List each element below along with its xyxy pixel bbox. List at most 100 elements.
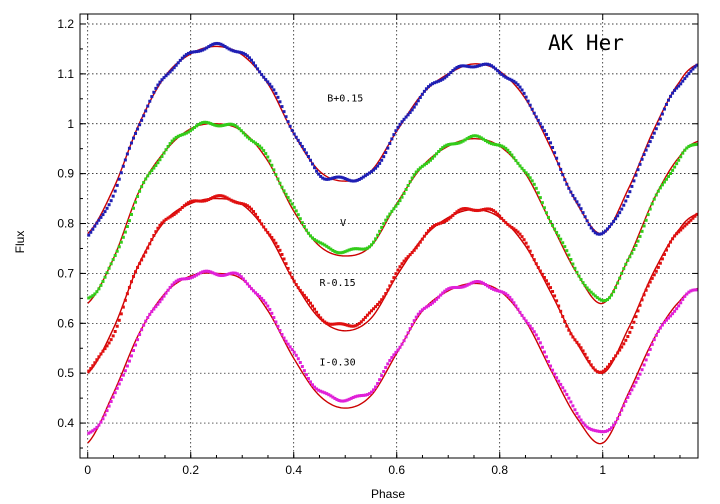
observed-point	[538, 269, 542, 273]
observed-point	[640, 229, 644, 233]
observed-point	[357, 394, 361, 398]
observed-point	[443, 144, 447, 148]
observed-point	[231, 199, 235, 203]
observed-point	[445, 143, 449, 147]
observed-point	[357, 247, 361, 251]
observed-point	[656, 265, 660, 269]
observed-point	[439, 147, 443, 151]
observed-point	[512, 227, 516, 231]
observed-point	[490, 286, 494, 290]
y-tick-label: 0.6	[57, 316, 74, 330]
observed-point	[231, 49, 235, 53]
observed-point	[97, 218, 101, 222]
observed-point	[695, 142, 699, 146]
observed-point	[280, 105, 284, 109]
observed-point	[628, 255, 632, 259]
observed-point	[400, 195, 404, 199]
observed-point	[467, 207, 471, 211]
observed-point	[422, 89, 426, 93]
observed-point	[408, 327, 412, 331]
observed-point	[608, 225, 612, 229]
y-tick-label: 0.5	[57, 366, 74, 380]
observed-point	[398, 265, 402, 269]
observed-point	[559, 167, 563, 171]
observed-point	[475, 209, 479, 213]
observed-point	[553, 227, 557, 231]
observed-point	[113, 253, 117, 257]
observed-point	[298, 141, 302, 145]
observed-point	[483, 207, 487, 211]
observed-point	[274, 241, 278, 245]
observed-point	[311, 236, 315, 240]
observed-point	[581, 349, 585, 353]
observed-point	[311, 383, 315, 387]
observed-point	[630, 184, 634, 188]
observed-point	[138, 123, 142, 127]
observed-point	[99, 215, 103, 219]
observed-point	[296, 286, 300, 290]
observed-point	[603, 299, 607, 303]
observed-point	[237, 127, 241, 131]
observed-point	[186, 51, 190, 55]
observed-point	[483, 62, 487, 66]
observed-point	[331, 322, 335, 326]
observed-point	[549, 141, 553, 145]
observed-point	[481, 208, 485, 212]
observed-point	[132, 274, 135, 278]
observed-point	[575, 340, 579, 344]
observed-point	[168, 70, 172, 74]
observed-point	[89, 367, 93, 371]
observed-point	[599, 430, 603, 434]
observed-point	[654, 193, 658, 197]
y-tick-label: 1	[67, 117, 74, 131]
observed-point	[652, 338, 656, 342]
observed-point	[227, 122, 231, 126]
observed-point	[475, 64, 479, 68]
observed-point	[386, 288, 390, 292]
observed-point	[221, 194, 225, 198]
observed-point	[372, 388, 376, 392]
observed-point	[300, 221, 304, 225]
observed-point	[435, 152, 439, 156]
observed-point	[500, 290, 504, 294]
observed-point	[258, 219, 262, 223]
observed-point	[406, 184, 410, 187]
observed-point	[164, 291, 168, 295]
observed-point	[414, 102, 418, 106]
observed-point	[313, 385, 317, 389]
observed-point	[158, 223, 162, 227]
observed-point	[455, 141, 459, 145]
observed-point	[292, 279, 296, 283]
observed-point	[201, 48, 205, 52]
observed-point	[93, 427, 97, 431]
series-labels: B+0.15 V R-0.15 I-0.30	[319, 93, 363, 368]
observed-point	[416, 243, 420, 247]
observed-point	[426, 85, 430, 89]
observed-point	[632, 247, 636, 251]
observed-point	[398, 199, 402, 203]
observed-point	[162, 76, 166, 80]
observed-point	[254, 64, 258, 68]
observed-point	[239, 129, 243, 133]
observed-point	[502, 219, 506, 223]
observed-point	[540, 272, 544, 276]
observed-point	[416, 168, 420, 172]
observed-point	[549, 364, 553, 368]
observed-point	[638, 234, 642, 238]
observed-point	[447, 72, 451, 76]
observed-point	[154, 230, 158, 234]
observed-point	[280, 252, 284, 256]
observed-point	[235, 50, 239, 54]
observed-point	[658, 117, 662, 121]
observed-point	[569, 400, 573, 404]
observed-point	[221, 123, 225, 127]
observed-point	[288, 271, 292, 275]
observed-point	[146, 246, 150, 250]
observed-point	[99, 283, 103, 287]
x-tick-label: 0.6	[388, 463, 405, 477]
observed-point	[260, 146, 264, 150]
observed-point	[249, 138, 253, 142]
observed-point	[308, 301, 312, 305]
observed-point	[691, 216, 695, 220]
observed-point	[577, 343, 581, 347]
